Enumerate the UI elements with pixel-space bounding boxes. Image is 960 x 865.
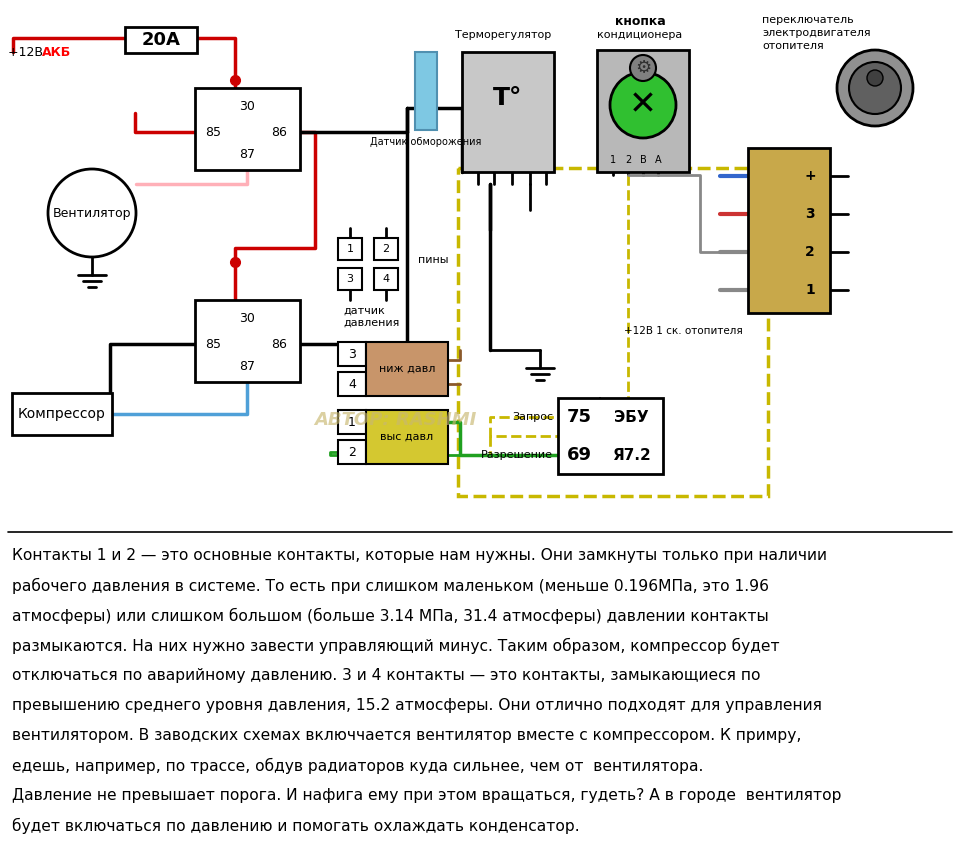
Bar [374, 238, 398, 260]
Text: ЭБУ: ЭБУ [613, 409, 648, 425]
Text: ниж давл: ниж давл [379, 364, 435, 374]
Text: превышению среднего уровня давления, 15.2 атмосферы. Они отлично подходят для уп: превышению среднего уровня давления, 15.… [12, 698, 822, 713]
Text: Терморегулятор: Терморегулятор [455, 30, 551, 40]
Text: выс давл: выс давл [380, 432, 434, 442]
Text: Контакты 1 и 2 — это основные контакты, которые нам нужны. Они замкнуты только п: Контакты 1 и 2 — это основные контакты, … [12, 548, 827, 563]
Circle shape [849, 62, 901, 114]
Bar [338, 342, 366, 366]
Bar [458, 168, 768, 496]
Text: ⚙: ⚙ [635, 59, 651, 77]
Circle shape [837, 50, 913, 126]
Text: +12В: +12В [8, 46, 47, 59]
Bar [366, 410, 448, 464]
Text: Компрессор: Компрессор [18, 407, 106, 421]
Text: датчик
давления: датчик давления [343, 306, 399, 328]
Text: А: А [655, 155, 661, 165]
Text: 85: 85 [205, 125, 221, 138]
Text: Датчик обморожения: Датчик обморожения [371, 137, 482, 147]
Text: Давление не превышает порога. И нафига ему при этом вращаться, гудеть? А в город: Давление не превышает порога. И нафига е… [12, 788, 842, 803]
Bar [748, 148, 830, 313]
Text: 30: 30 [239, 99, 255, 112]
Text: пины: пины [418, 255, 448, 265]
Text: 85: 85 [205, 337, 221, 350]
Text: 4: 4 [382, 274, 390, 284]
Bar [195, 300, 300, 382]
Text: 1: 1 [805, 283, 815, 297]
Bar [12, 393, 112, 435]
Bar [195, 88, 300, 170]
Bar [338, 440, 366, 464]
Text: 4: 4 [348, 377, 356, 390]
Text: 1: 1 [610, 155, 616, 165]
Bar [338, 410, 366, 434]
Text: Разрешение: Разрешение [481, 450, 553, 460]
Text: Я7.2: Я7.2 [612, 447, 650, 463]
Text: 2: 2 [625, 155, 631, 165]
Text: 2: 2 [805, 245, 815, 259]
Text: вентилятором. В заводских схемах включчается вентилятор вместе с компрессором. К: вентилятором. В заводских схемах включча… [12, 728, 802, 743]
Bar [338, 268, 362, 290]
Text: отопителя: отопителя [762, 41, 824, 51]
Circle shape [630, 55, 656, 81]
Bar [338, 238, 362, 260]
Text: 75: 75 [566, 408, 591, 426]
Text: АВТОР: RASHMI: АВТОР: RASHMI [314, 411, 476, 429]
Circle shape [610, 72, 676, 138]
Text: ✕: ✕ [629, 88, 657, 121]
Text: 20А: 20А [141, 31, 180, 49]
Text: электродвигателя: электродвигателя [762, 28, 871, 38]
Text: будет включаться по давлению и помогать охлаждать конденсатор.: будет включаться по давлению и помогать … [12, 818, 580, 834]
Text: +12В 1 ск. отопителя: +12В 1 ск. отопителя [624, 326, 743, 336]
Text: переключатель: переключатель [762, 15, 853, 25]
Text: T°: T° [493, 86, 523, 110]
Text: +: + [804, 169, 816, 183]
Text: 86: 86 [271, 125, 287, 138]
Text: В: В [639, 155, 646, 165]
Text: размыкаются. На них нужно завести управляющий минус. Таким образом, компрессор б: размыкаются. На них нужно завести управл… [12, 638, 780, 654]
Text: Запрос: Запрос [512, 412, 553, 422]
Text: 2: 2 [382, 244, 390, 254]
Text: 87: 87 [239, 148, 255, 161]
Text: рабочего давления в системе. То есть при слишком маленьком (меньше 0.196МПа, это: рабочего давления в системе. То есть при… [12, 578, 769, 594]
Text: 30: 30 [239, 311, 255, 324]
Bar [462, 52, 554, 172]
Text: 2: 2 [348, 445, 356, 458]
Text: 86: 86 [271, 337, 287, 350]
Text: атмосферы) или слишком большом (больше 3.14 МПа, 31.4 атмосферы) давлении контак: атмосферы) или слишком большом (больше 3… [12, 608, 769, 625]
Text: Вентилятор: Вентилятор [53, 207, 132, 220]
Circle shape [48, 169, 136, 257]
Text: 3: 3 [805, 207, 815, 221]
Bar [415, 52, 437, 130]
Text: едешь, например, по трассе, обдув радиаторов куда сильнее, чем от  вентилятора.: едешь, например, по трассе, обдув радиат… [12, 758, 704, 774]
Text: 3: 3 [347, 274, 353, 284]
Circle shape [867, 70, 883, 86]
Text: 87: 87 [239, 360, 255, 373]
Bar [366, 342, 448, 396]
Text: отключаться по аварийному давлению. 3 и 4 контакты — это контакты, замыкающиеся : отключаться по аварийному давлению. 3 и … [12, 668, 760, 683]
Text: 69: 69 [566, 446, 591, 464]
Text: 1: 1 [348, 415, 356, 428]
Text: 3: 3 [348, 348, 356, 361]
Text: кондиционера: кондиционера [597, 30, 683, 40]
Text: АКБ: АКБ [42, 46, 71, 59]
Bar [374, 268, 398, 290]
Bar [558, 398, 663, 474]
Text: кнопка: кнопка [614, 15, 665, 28]
Bar [338, 372, 366, 396]
Bar [597, 50, 689, 172]
Bar [125, 27, 197, 53]
Text: 1: 1 [347, 244, 353, 254]
